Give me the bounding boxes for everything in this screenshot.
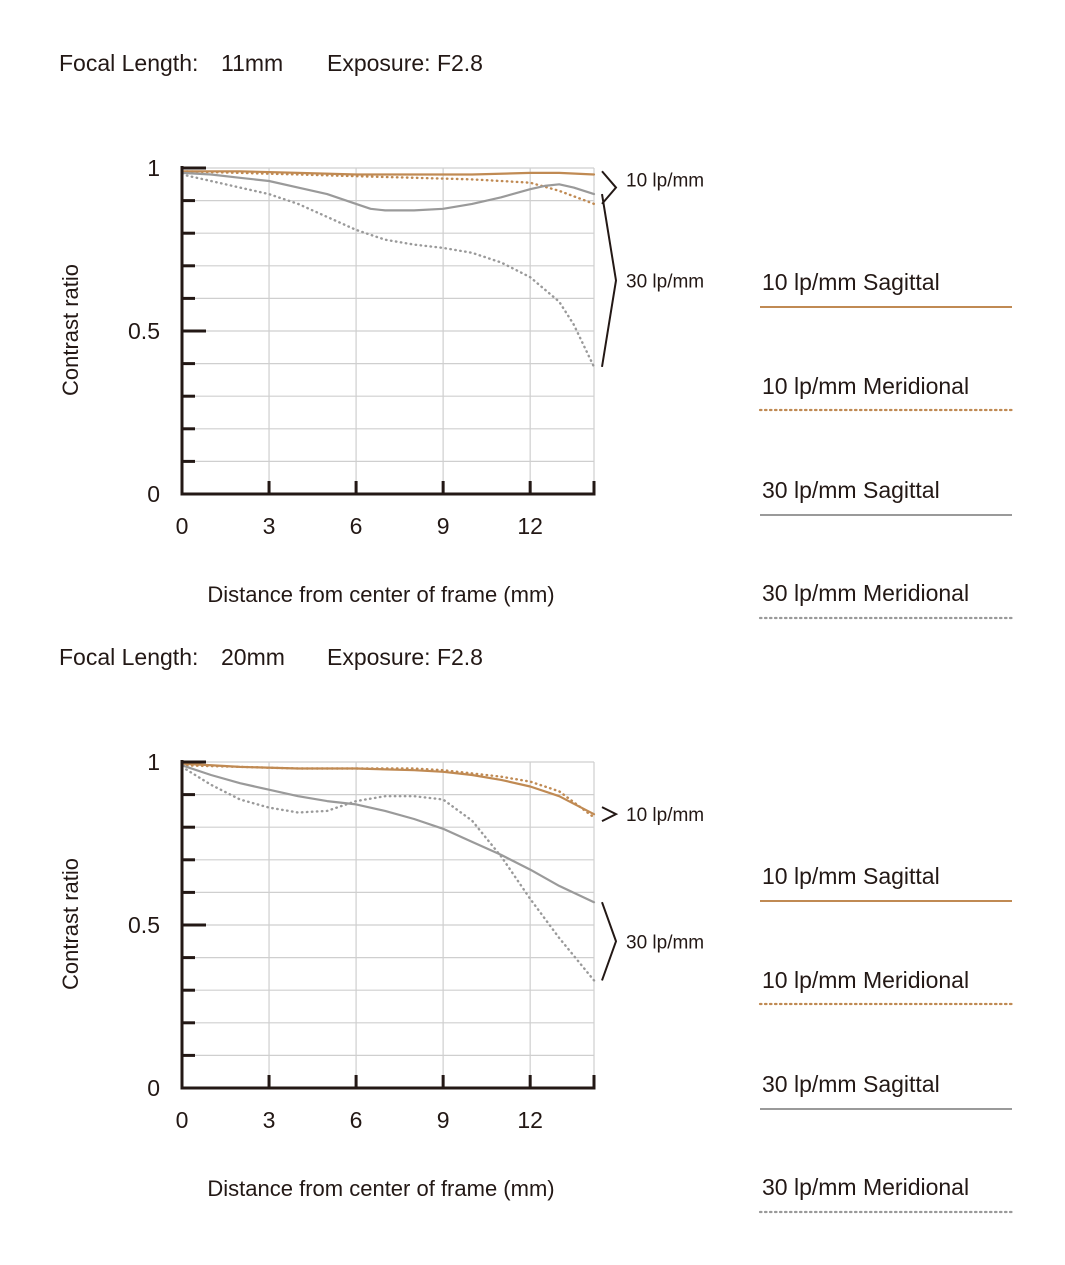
chart-1-series — [180, 170, 596, 369]
chart-1-series-30-lp-mm-sagittal — [180, 171, 596, 212]
chart-2-series-10-lp-mm-sagittal — [180, 762, 596, 816]
legend-2-item-2: 10 lp/mm Meridional — [762, 967, 969, 993]
chart-2-xtick-label: 3 — [263, 1107, 276, 1133]
chart-1-series-10-lp-mm-sagittal — [180, 170, 596, 176]
panel-1: Focal Length: 11mm Exposure: F2.8 00.510… — [58, 50, 1014, 620]
chart-2-ytick-label: 0.5 — [128, 912, 160, 938]
chart-2-series-10-lp-mm-meridional — [180, 764, 596, 819]
chart-1-title-focal-label: Focal Length: — [59, 50, 198, 76]
chart-2-ytick-label: 0 — [147, 1075, 160, 1101]
chart-1-group-bracket-2 — [601, 193, 618, 368]
chart-2-xtick-label: 6 — [350, 1107, 363, 1133]
chart-1-group-label-1: 10 lp/mm — [626, 171, 704, 192]
chart-1-ytick-label: 0.5 — [128, 318, 160, 344]
chart-1-title-focal-value: 11mm — [221, 50, 283, 76]
chart-2-axes: 0 0.5 1 0 3 6 9 12 — [128, 749, 596, 1133]
chart-2-grid — [182, 761, 595, 1088]
chart-1-group-labels: 10 lp/mm 30 lp/mm — [601, 170, 704, 368]
chart-1-grid — [182, 167, 595, 494]
chart-1-group-bracket-1 — [601, 170, 618, 205]
chart-2-group-label-1: 10 lp/mm — [626, 805, 704, 826]
chart-1-ytick-label: 0 — [147, 481, 160, 507]
chart-2-series — [180, 762, 596, 982]
panel-2: Focal Length: 20mm Exposure: F2.8 00.510… — [58, 644, 1014, 1214]
chart-2-series-30-lp-mm-meridional — [180, 765, 596, 982]
chart-2-xlabel: Distance from center of frame (mm) — [207, 1176, 554, 1201]
legend-1-item-4: 30 lp/mm Meridional — [762, 580, 969, 606]
chart-2-title-focal-value: 20mm — [221, 644, 285, 670]
chart-2-title-exposure: Exposure: F2.8 — [327, 644, 483, 670]
chart-1-group-label-2: 30 lp/mm — [626, 271, 704, 292]
chart-2-group-label-2: 30 lp/mm — [626, 932, 704, 953]
chart-2-legend: 10 lp/mm Sagittal 10 lp/mm Meridional 30… — [758, 863, 1014, 1214]
legend-1-item-1: 10 lp/mm Sagittal — [762, 269, 940, 295]
chart-1-axes: 0 0.5 1 0 3 6 9 12 — [128, 155, 596, 539]
chart-2-xtick-label: 0 — [176, 1107, 189, 1133]
chart-1-legend: 10 lp/mm Sagittal 10 lp/mm Meridional 30… — [758, 269, 1014, 620]
chart-1-xtick-label: 12 — [517, 513, 543, 539]
chart-2-series-30-lp-mm-sagittal — [180, 764, 596, 904]
chart-1-series-10-lp-mm-meridional — [180, 170, 596, 206]
legend-1-item-3: 30 lp/mm Sagittal — [762, 477, 940, 503]
chart-2-xtick-label: 9 — [437, 1107, 450, 1133]
chart-1-xlabel: Distance from center of frame (mm) — [207, 582, 554, 607]
legend-1-item-2: 10 lp/mm Meridional — [762, 373, 969, 399]
chart-2-ylabel: Contrast ratio — [58, 858, 83, 990]
chart-1-title-exposure: Exposure: F2.8 — [327, 50, 483, 76]
chart-1-series-30-lp-mm-meridional — [180, 173, 596, 369]
chart-1-xtick-label: 9 — [437, 513, 450, 539]
chart-2-group-labels: 10 lp/mm 30 lp/mm — [601, 805, 704, 981]
legend-2-item-4: 30 lp/mm Meridional — [762, 1174, 969, 1200]
chart-1-ytick-label: 1 — [147, 155, 160, 181]
chart-2-group-bracket-2 — [601, 901, 618, 981]
chart-2-title-focal-label: Focal Length: — [59, 644, 198, 670]
chart-1-xtick-label: 6 — [350, 513, 363, 539]
chart-1-xtick-label: 3 — [263, 513, 276, 539]
chart-2-group-bracket-1 — [601, 806, 619, 823]
legend-2-item-1: 10 lp/mm Sagittal — [762, 863, 940, 889]
legend-2-item-3: 30 lp/mm Sagittal — [762, 1071, 940, 1097]
chart-1-ylabel: Contrast ratio — [58, 264, 83, 396]
chart-2-ytick-label: 1 — [147, 749, 160, 775]
chart-2-xtick-label: 12 — [517, 1107, 543, 1133]
chart-1-xtick-label: 0 — [176, 513, 189, 539]
